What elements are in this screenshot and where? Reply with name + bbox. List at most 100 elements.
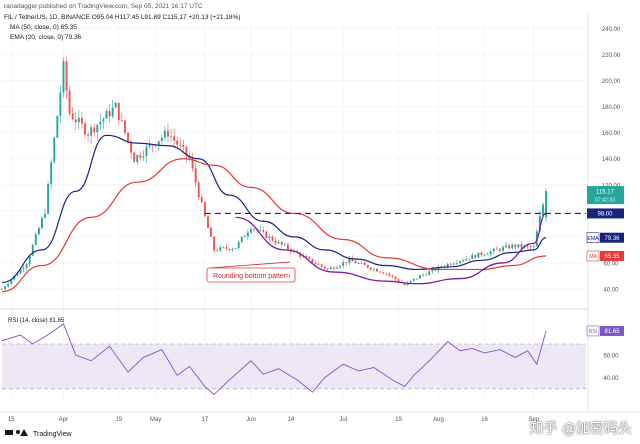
candle: [363, 260, 366, 266]
candle: [7, 281, 10, 288]
price-tick-label: 40.00: [603, 287, 619, 293]
price-tag-name: EMA: [587, 236, 599, 242]
candle-body: [157, 141, 160, 146]
candle: [345, 262, 348, 266]
candle-body: [283, 244, 286, 246]
candle-body: [102, 118, 105, 122]
time-tick-label: 16: [481, 417, 488, 423]
candle-body: [360, 262, 363, 264]
candle-body: [372, 268, 375, 270]
candle-body: [483, 254, 486, 256]
candle: [96, 123, 99, 141]
candle: [59, 85, 62, 123]
candle-body: [90, 127, 93, 136]
price-tag-box: [587, 186, 624, 205]
tradingview-logo-icon: [5, 429, 28, 436]
candle-body: [154, 145, 157, 147]
annotation-label: Rounding bottom pattern: [213, 273, 290, 280]
candle: [123, 119, 126, 136]
candle-body: [19, 269, 22, 274]
candle-body: [502, 247, 504, 251]
candle: [68, 86, 71, 117]
candle: [480, 250, 483, 258]
candle: [320, 263, 323, 268]
price-tick-label: 200.00: [602, 79, 621, 85]
candle-body: [179, 144, 182, 146]
candle-body: [34, 234, 37, 245]
candle-body: [517, 244, 520, 248]
candle: [200, 193, 203, 204]
candle-body: [505, 245, 508, 248]
candle-body: [339, 265, 342, 268]
time-tick-label: Jun: [246, 417, 256, 423]
candle: [532, 242, 535, 250]
candle: [265, 230, 268, 239]
candle-body: [123, 120, 126, 133]
candle-body: [93, 127, 96, 133]
time-tick-label: Apr: [59, 417, 68, 423]
candle-body: [449, 263, 452, 265]
candle-body: [22, 267, 25, 270]
rounding-bottom-curve: [235, 212, 547, 285]
candle-body: [538, 215, 541, 232]
candle-body: [41, 217, 43, 228]
candle-body: [363, 262, 366, 266]
candle-body: [210, 228, 212, 237]
candle: [56, 115, 59, 139]
candle-body: [317, 263, 320, 265]
candle: [471, 252, 474, 260]
candle-body: [425, 274, 428, 276]
candle-body: [471, 254, 474, 259]
candle-body: [468, 258, 471, 260]
candle-body: [206, 216, 209, 229]
candle-body: [133, 152, 136, 163]
candle: [465, 256, 468, 261]
candle: [80, 112, 83, 129]
overlays: [1, 134, 586, 293]
candle: [333, 266, 335, 271]
candle-body: [314, 262, 317, 264]
candle-body: [489, 251, 492, 255]
candle-body: [452, 263, 455, 265]
candle-body: [308, 257, 311, 259]
candle: [243, 234, 246, 238]
candle: [357, 261, 360, 265]
candle: [274, 237, 277, 246]
candle: [53, 136, 56, 164]
candle: [455, 259, 458, 266]
candle-body: [80, 117, 83, 124]
time-tick-label: Aug: [433, 417, 444, 423]
candle: [360, 261, 363, 264]
candle-body: [1, 288, 3, 290]
candle: [179, 137, 182, 150]
candle: [77, 109, 80, 130]
candle-body: [234, 248, 237, 249]
candle: [142, 150, 145, 161]
candle-body: [526, 245, 529, 247]
candle-body: [59, 92, 62, 116]
candle-body: [474, 254, 477, 258]
price-tick-label: 180.00: [602, 105, 621, 111]
candle-body: [191, 158, 194, 169]
candle: [452, 261, 455, 266]
candle: [197, 180, 200, 200]
candle: [219, 245, 222, 253]
candle: [74, 112, 77, 130]
candle: [102, 117, 105, 129]
candle: [369, 267, 372, 271]
candle-body: [437, 266, 440, 271]
candle: [449, 262, 452, 266]
price-tag: 115.17 07:42:33: [587, 186, 624, 205]
time-tick-label: 19: [115, 417, 122, 423]
candle-body: [379, 271, 382, 273]
candle-body: [532, 246, 535, 247]
time-tick-label: Sep: [528, 417, 539, 423]
candle-body: [231, 248, 234, 250]
ema-legend: EMA (20, close, 0) 79.36: [10, 34, 82, 41]
candle-body: [342, 262, 345, 266]
candle: [382, 271, 385, 274]
candle-body: [403, 283, 406, 286]
candle: [271, 235, 274, 243]
candle-body: [320, 264, 323, 267]
